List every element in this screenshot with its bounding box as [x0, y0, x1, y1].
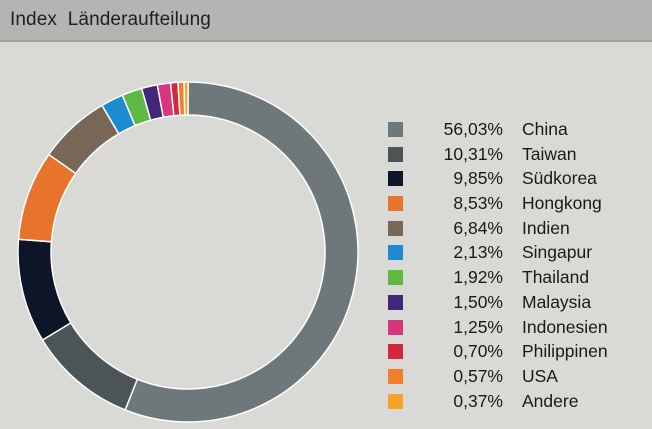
legend-percentage: 1,25% [453, 316, 503, 337]
donut-slice-südkorea [17, 238, 72, 342]
legend-label: Andere [522, 390, 579, 411]
legend-item-indien: 6,84% Indien [388, 218, 648, 243]
legend-swatch [388, 270, 403, 286]
legend-label: Indonesien [522, 316, 608, 337]
legend-swatch [388, 220, 403, 236]
legend-label: Philippinen [522, 341, 608, 362]
legend-percentage: 56,03% [443, 119, 503, 139]
legend-swatch [388, 196, 403, 212]
donut-chart [17, 81, 359, 423]
legend-swatch [388, 245, 403, 261]
legend-percentage: 0,70% [453, 341, 503, 362]
legend-swatch [388, 294, 403, 310]
legend-item-china: 56,03% China [388, 119, 648, 144]
chart-panel: 56,03% China 10,31% Taiwan 9,85% Südkorea 8,53… [0, 42, 652, 429]
legend-label: USA [522, 365, 558, 386]
legend-percentage: 10,31% [443, 143, 503, 164]
legend-item-indonesien: 1,25% Indonesien [388, 317, 648, 342]
legend-swatch [388, 171, 403, 187]
legend-item-usa: 0,57% USA [388, 366, 648, 391]
legend-swatch [388, 146, 403, 162]
legend-label: Singapur [522, 242, 593, 263]
legend-item-hongkong: 8,53% Hongkong [388, 193, 648, 218]
legend-label: Hongkong [522, 193, 602, 214]
legend-item-singapur: 2,13% Singapur [388, 242, 648, 267]
legend-percentage: 0,57% [453, 365, 503, 386]
legend-item-andere: 0,37% Andere [388, 391, 648, 416]
donut-slice-china [124, 81, 359, 423]
legend-item-philippinen: 0,70% Philippinen [388, 341, 648, 366]
legend-label: Indien [522, 217, 570, 238]
legend-label: Malaysia [522, 291, 592, 312]
legend-percentage: 8,53% [453, 193, 503, 214]
legend-label: Thailand [522, 267, 590, 288]
legend-percentage: 9,85% [453, 168, 503, 189]
legend-item-taiwan: 10,31% Taiwan [388, 144, 648, 169]
legend-percentage: 6,84% [453, 217, 503, 238]
legend-swatch [388, 319, 403, 335]
chart-legend: 56,03% China 10,31% Taiwan 9,85% Südkorea 8,53… [388, 119, 648, 415]
legend-swatch [388, 393, 403, 409]
legend-percentage: 2,13% [453, 242, 503, 263]
legend-item-südkorea: 9,85% Südkorea [388, 168, 648, 193]
donut-slice-andere [183, 81, 189, 116]
legend-swatch [388, 344, 403, 360]
legend-percentage: 0,37% [453, 390, 503, 411]
donut-slice-taiwan [41, 321, 139, 411]
legend-label: Taiwan [522, 143, 577, 164]
chart-title: Index Länderaufteilung [10, 9, 211, 30]
legend-label: Südkorea [522, 168, 597, 189]
chart-header: Index Länderaufteilung [0, 0, 652, 42]
legend-swatch [388, 122, 403, 137]
legend-item-malaysia: 1,50% Malaysia [388, 292, 648, 317]
legend-swatch [388, 368, 403, 384]
legend-percentage: 1,92% [453, 267, 503, 288]
legend-percentage: 1,50% [453, 291, 503, 312]
legend-label: China [522, 119, 568, 139]
legend-item-thailand: 1,92% Thailand [388, 267, 648, 292]
